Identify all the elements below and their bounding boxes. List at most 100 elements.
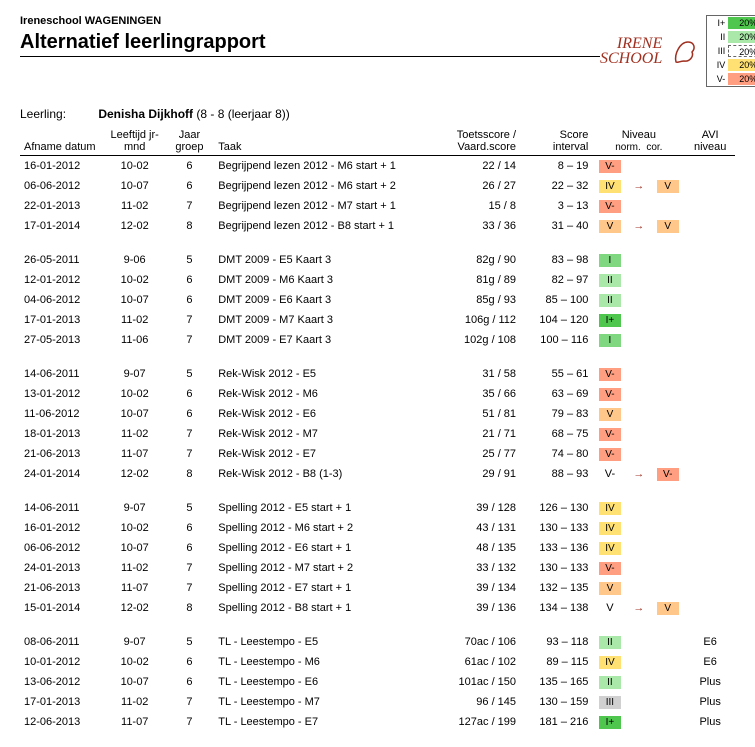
cell-interval: 31 – 40: [520, 216, 592, 236]
cell-avi: [685, 404, 735, 424]
legend-row: III20%Land gem.: [707, 44, 755, 58]
cell-avi: [685, 558, 735, 578]
arrow-icon: →: [627, 216, 650, 236]
arrow-icon: [627, 652, 650, 672]
arrow-icon: [627, 384, 650, 404]
table-row: 24-01-201412-028Rek-Wisk 2012 - B8 (1-3)…: [20, 464, 735, 484]
cell-score: 102g / 108: [439, 330, 520, 350]
niveau-badge: I+: [599, 314, 621, 327]
niveau-badge: II: [599, 676, 621, 689]
cell-score: 15 / 8: [439, 196, 520, 216]
table-row: 11-06-201210-076Rek-Wisk 2012 - E651 / 8…: [20, 404, 735, 424]
cell-age: 12-02: [105, 598, 165, 618]
table-row: 18-01-201311-027Rek-Wisk 2012 - M721 / 7…: [20, 424, 735, 444]
cell-cor: [650, 444, 685, 464]
cell-score: 21 / 71: [439, 424, 520, 444]
cell-date: 27-05-2013: [20, 330, 105, 350]
cell-task: Begrijpend lezen 2012 - M6 start + 1: [214, 156, 439, 177]
cell-age: 9-06: [105, 250, 165, 270]
niveau-badge: I+: [599, 716, 621, 729]
arrow-icon: [627, 518, 650, 538]
cell-age: 10-02: [105, 156, 165, 177]
cell-avi: [685, 156, 735, 177]
table-row: 14-06-20119-075Rek-Wisk 2012 - E531 / 58…: [20, 364, 735, 384]
cell-date: 04-06-2012: [20, 290, 105, 310]
cell-date: 13-01-2012: [20, 384, 105, 404]
col-age: Leeftijd jr-mnd: [105, 127, 165, 156]
col-date: Afname datum: [20, 127, 105, 156]
student-name: Denisha Dijkhoff: [98, 107, 193, 121]
cell-norm: IV: [592, 498, 627, 518]
legend-bar: 20%: [728, 17, 755, 29]
cell-interval: 134 – 138: [520, 598, 592, 618]
arrow-icon: →: [627, 464, 650, 484]
cell-group: 7: [165, 196, 215, 216]
cell-group: 6: [165, 652, 215, 672]
arrow-icon: →: [627, 598, 650, 618]
logo-block: IRENE SCHOOL I+20%II20%III20%Land gem.IV…: [600, 15, 755, 87]
cell-norm: V-: [592, 196, 627, 216]
cell-group: 6: [165, 518, 215, 538]
cell-cor: [650, 672, 685, 692]
cell-score: 101ac / 150: [439, 672, 520, 692]
cell-avi: [685, 250, 735, 270]
cell-group: 6: [165, 176, 215, 196]
cell-interval: 104 – 120: [520, 310, 592, 330]
cell-score: 31 / 58: [439, 364, 520, 384]
cell-norm: V: [592, 404, 627, 424]
cell-avi: [685, 538, 735, 558]
cell-interval: 100 – 116: [520, 330, 592, 350]
cell-avi: [685, 330, 735, 350]
cell-task: Rek-Wisk 2012 - E5: [214, 364, 439, 384]
legend-label: III: [707, 46, 728, 56]
logo-line2: SCHOOL: [600, 50, 662, 67]
col-group: Jaar groep: [165, 127, 215, 156]
legend-label: II: [707, 32, 728, 42]
cell-age: 10-07: [105, 538, 165, 558]
cell-date: 16-01-2012: [20, 518, 105, 538]
niveau-badge: V-: [599, 368, 621, 381]
cell-date: 12-06-2013: [20, 712, 105, 732]
cell-interval: 126 – 130: [520, 498, 592, 518]
group-spacer: [20, 236, 735, 250]
cell-task: DMT 2009 - E5 Kaart 3: [214, 250, 439, 270]
cell-task: Rek-Wisk 2012 - E7: [214, 444, 439, 464]
cell-norm: V: [592, 216, 627, 236]
cell-date: 26-05-2011: [20, 250, 105, 270]
arrow-icon: [627, 196, 650, 216]
niveau-badge: V-: [599, 200, 621, 213]
cell-task: TL - Leestempo - E7: [214, 712, 439, 732]
cell-interval: 130 – 159: [520, 692, 592, 712]
legend-label: I+: [707, 18, 728, 28]
cell-group: 7: [165, 310, 215, 330]
cell-date: 08-06-2011: [20, 632, 105, 652]
arrow-icon: [627, 498, 650, 518]
cell-avi: [685, 464, 735, 484]
table-row: 26-05-20119-065DMT 2009 - E5 Kaart 382g …: [20, 250, 735, 270]
cell-age: 10-02: [105, 384, 165, 404]
cell-avi: Plus: [685, 712, 735, 732]
arrow-icon: [627, 692, 650, 712]
cell-age: 10-07: [105, 290, 165, 310]
cell-avi: [685, 196, 735, 216]
arrow-icon: [627, 538, 650, 558]
cell-age: 10-02: [105, 270, 165, 290]
cell-task: Rek-Wisk 2012 - B8 (1-3): [214, 464, 439, 484]
cell-date: 06-06-2012: [20, 176, 105, 196]
niveau-badge: I: [599, 254, 621, 267]
cell-avi: [685, 444, 735, 464]
cell-cor: [650, 250, 685, 270]
cell-task: Spelling 2012 - B8 start + 1: [214, 598, 439, 618]
table-row: 13-01-201210-026Rek-Wisk 2012 - M635 / 6…: [20, 384, 735, 404]
arrow-icon: [627, 330, 650, 350]
cell-group: 8: [165, 464, 215, 484]
cell-norm: IV: [592, 176, 627, 196]
cell-date: 24-01-2014: [20, 464, 105, 484]
cell-task: Spelling 2012 - M6 start + 2: [214, 518, 439, 538]
niveau-badge-cor: V-: [657, 468, 679, 481]
arrow-icon: [627, 424, 650, 444]
cell-cor: [650, 290, 685, 310]
cell-group: 7: [165, 558, 215, 578]
cell-group: 6: [165, 404, 215, 424]
cell-avi: [685, 176, 735, 196]
